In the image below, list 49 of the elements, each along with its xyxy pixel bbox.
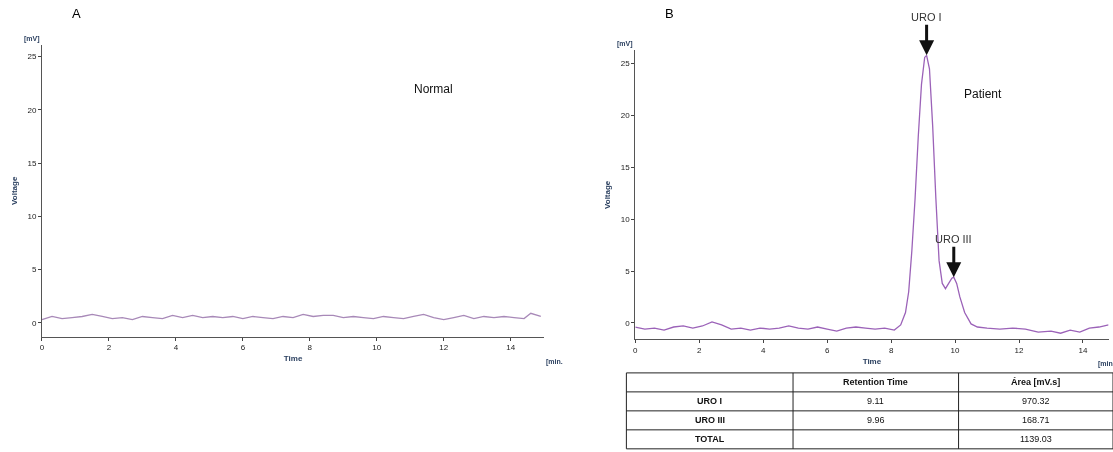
y-tick-label: 5 bbox=[625, 266, 631, 276]
text: 1139.03 bbox=[1020, 434, 1052, 444]
x-tick-label: 12 bbox=[439, 343, 449, 353]
x-tick-label: 14 bbox=[506, 343, 516, 353]
y-tick-label: 25 bbox=[620, 59, 631, 69]
x-axis-title: Time bbox=[283, 354, 303, 364]
x-tick-label: 4 bbox=[760, 346, 766, 356]
line-series bbox=[42, 312, 542, 321]
y-tick-label: 0 bbox=[31, 318, 37, 328]
x-tick-label: 2 bbox=[697, 346, 702, 356]
y-tick-label: 20 bbox=[27, 105, 37, 115]
annotation: URO I bbox=[911, 11, 942, 23]
x-tick-label: 6 bbox=[824, 346, 830, 356]
y-axis-title: Voltage bbox=[603, 180, 613, 209]
x-axis-title: Time bbox=[862, 357, 882, 367]
x-tick-label: 2 bbox=[106, 343, 112, 353]
text: URO III bbox=[695, 415, 726, 425]
text: Área [mV.s] bbox=[1011, 377, 1061, 387]
y-tick-label: 10 bbox=[620, 214, 631, 224]
x-tick-label: 10 bbox=[950, 346, 961, 356]
x-tick-label: 14 bbox=[1078, 346, 1088, 356]
y-tick-label: 20 bbox=[620, 111, 631, 121]
annotation: Normal bbox=[414, 82, 453, 96]
text: Retention Time bbox=[843, 377, 908, 387]
y-tick-label: 15 bbox=[27, 158, 37, 168]
x-tick-label: 10 bbox=[372, 343, 382, 353]
x-tick-label: 12 bbox=[1014, 346, 1025, 356]
x-tick-label: 0 bbox=[39, 343, 45, 353]
text: 168.71 bbox=[1022, 415, 1050, 425]
y-tick-label: 10 bbox=[27, 212, 37, 222]
x-tick-label: 4 bbox=[173, 343, 179, 353]
y-tick-label: 5 bbox=[31, 265, 37, 275]
text: 9.96 bbox=[867, 415, 885, 425]
text: 970.32 bbox=[1022, 396, 1050, 406]
y-tick-label: 25 bbox=[27, 52, 37, 62]
text: URO I bbox=[697, 396, 723, 406]
y-axis-title: Voltage bbox=[10, 176, 20, 205]
x-tick-label: 8 bbox=[307, 343, 313, 353]
text: TOTAL bbox=[695, 434, 725, 444]
annotation: Patient bbox=[964, 87, 1003, 101]
y-tick-label: 0 bbox=[625, 318, 631, 328]
x-tick-label: 6 bbox=[240, 343, 246, 353]
text: 9.11 bbox=[867, 396, 884, 406]
chart-title: B bbox=[665, 6, 674, 21]
chart-title: A bbox=[72, 6, 81, 21]
y-tick-label: 15 bbox=[620, 163, 631, 173]
x-tick-label: 8 bbox=[888, 346, 894, 356]
annotation: URO III bbox=[935, 233, 972, 245]
x-tick-label: 0 bbox=[633, 346, 639, 356]
